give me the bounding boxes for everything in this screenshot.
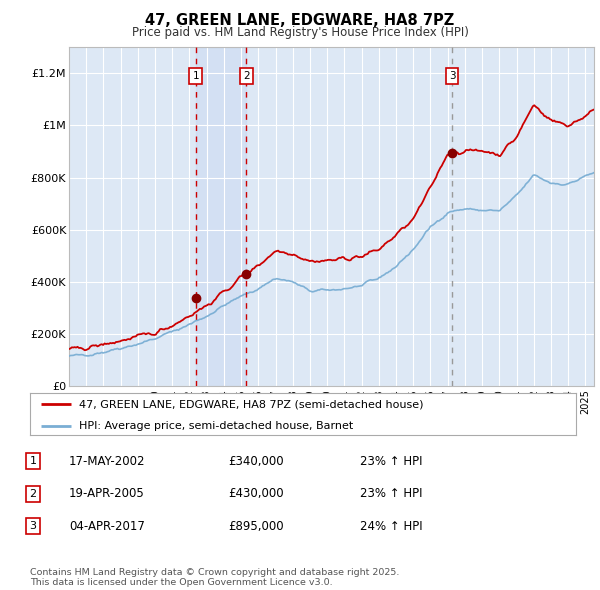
Bar xyxy=(196,47,246,386)
Text: 2: 2 xyxy=(29,489,37,499)
Text: Price paid vs. HM Land Registry's House Price Index (HPI): Price paid vs. HM Land Registry's House … xyxy=(131,26,469,39)
Text: 3: 3 xyxy=(29,522,37,531)
Text: 23% ↑ HPI: 23% ↑ HPI xyxy=(360,455,422,468)
Text: 24% ↑ HPI: 24% ↑ HPI xyxy=(360,520,422,533)
Text: Contains HM Land Registry data © Crown copyright and database right 2025.
This d: Contains HM Land Registry data © Crown c… xyxy=(30,568,400,587)
Text: 1: 1 xyxy=(193,71,199,81)
Text: 2: 2 xyxy=(243,71,250,81)
Text: 17-MAY-2002: 17-MAY-2002 xyxy=(69,455,146,468)
Text: 04-APR-2017: 04-APR-2017 xyxy=(69,520,145,533)
Text: £430,000: £430,000 xyxy=(228,487,284,500)
Text: £340,000: £340,000 xyxy=(228,455,284,468)
Text: 47, GREEN LANE, EDGWARE, HA8 7PZ (semi-detached house): 47, GREEN LANE, EDGWARE, HA8 7PZ (semi-d… xyxy=(79,399,424,409)
Text: 19-APR-2005: 19-APR-2005 xyxy=(69,487,145,500)
Text: 3: 3 xyxy=(449,71,455,81)
Text: HPI: Average price, semi-detached house, Barnet: HPI: Average price, semi-detached house,… xyxy=(79,421,353,431)
Text: 1: 1 xyxy=(29,457,37,466)
Text: 23% ↑ HPI: 23% ↑ HPI xyxy=(360,487,422,500)
Text: 47, GREEN LANE, EDGWARE, HA8 7PZ: 47, GREEN LANE, EDGWARE, HA8 7PZ xyxy=(145,13,455,28)
Text: £895,000: £895,000 xyxy=(228,520,284,533)
